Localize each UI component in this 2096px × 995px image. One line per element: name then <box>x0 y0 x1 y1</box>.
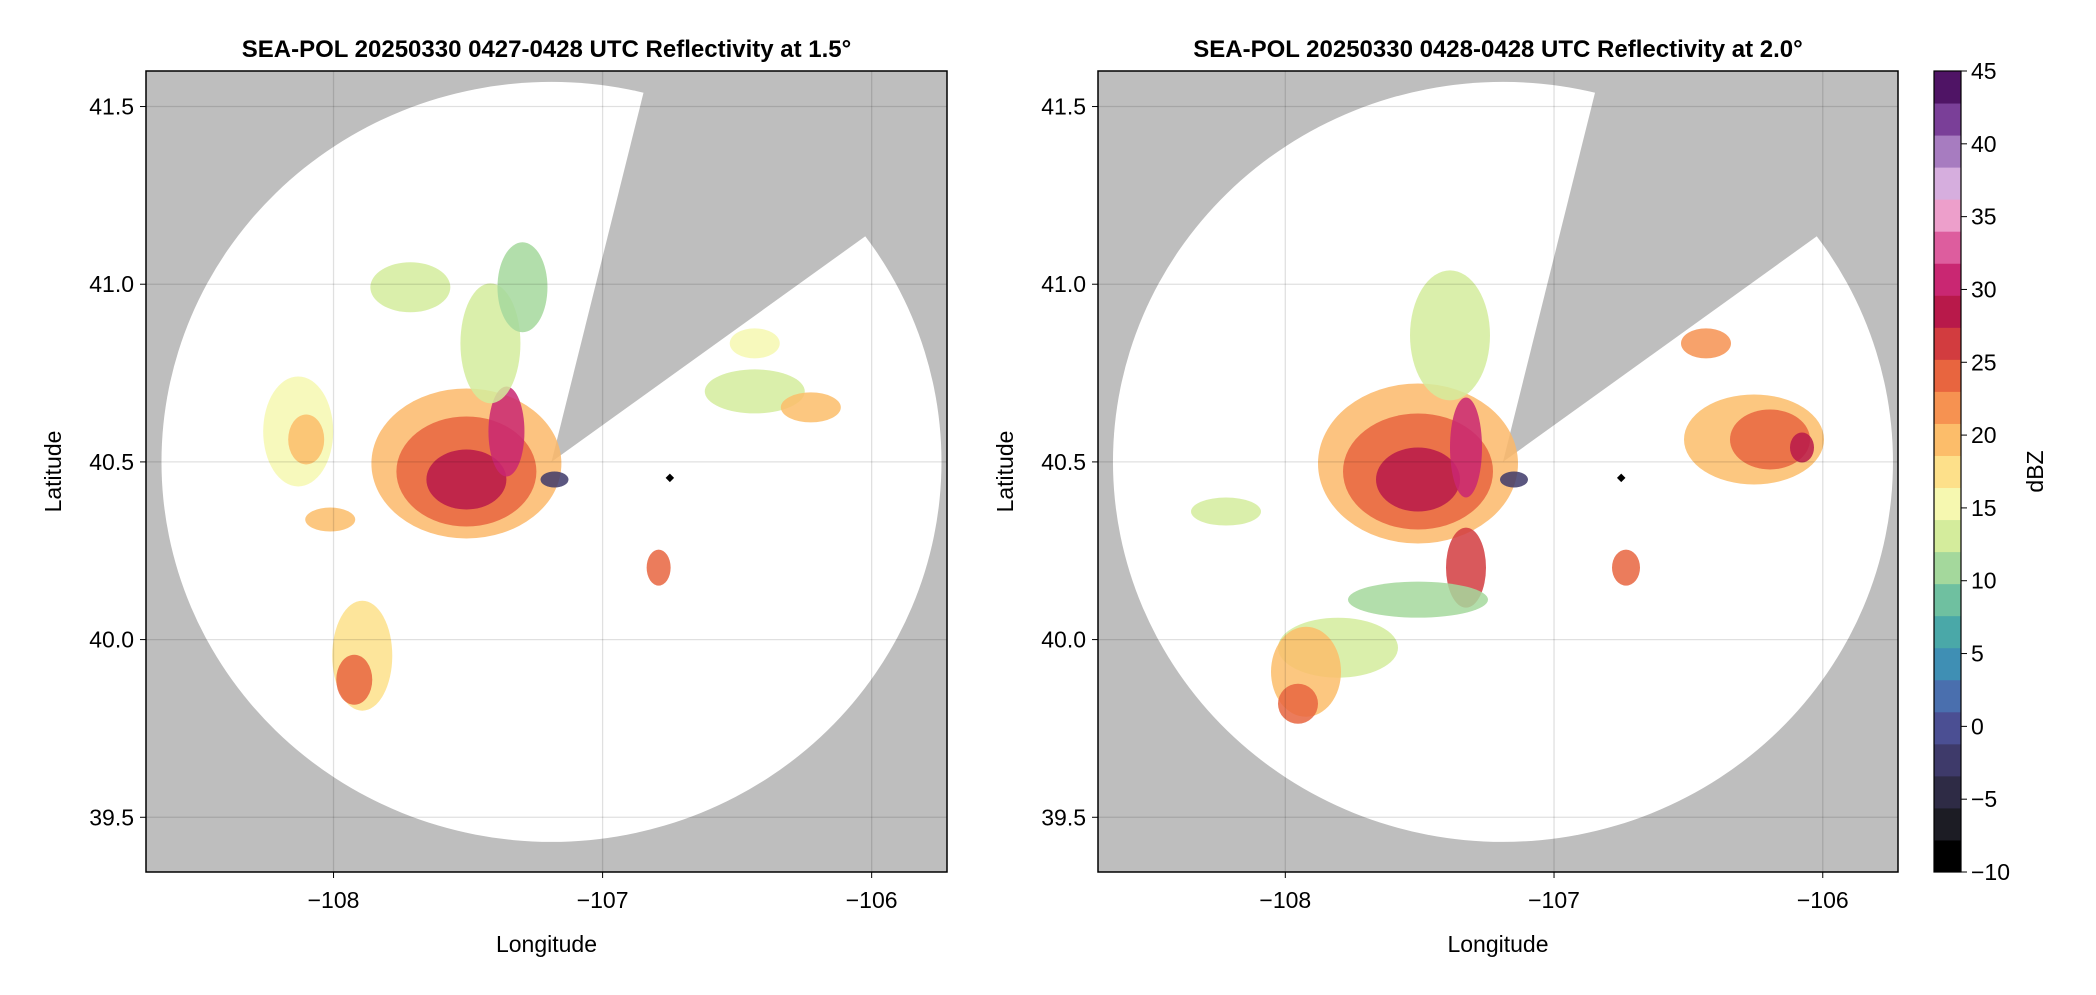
echo <box>1410 270 1490 401</box>
colorbar-segment <box>1934 583 1961 617</box>
panel: −108 −107 −106 39.5 40.0 40.5 41.0 41.5 SEA-POL … <box>40 36 948 957</box>
colorbar-segment <box>1934 231 1961 264</box>
colorbar-tick-label: −10 <box>1971 859 2010 885</box>
colorbar-segment <box>1934 551 1961 585</box>
colorbar-segment <box>1934 103 1961 136</box>
colorbar-segment <box>1934 135 1961 168</box>
echo <box>370 262 451 313</box>
colorbar-segment <box>1934 199 1961 232</box>
radar-site <box>1616 473 1626 483</box>
x-tick-label: −106 <box>846 887 898 913</box>
colorbar-segment <box>1934 359 1961 392</box>
colorbar-segment <box>1934 263 1961 296</box>
colorbar-segment <box>1934 615 1961 649</box>
echo <box>1790 432 1814 463</box>
echo <box>1348 581 1488 618</box>
echo <box>336 654 373 705</box>
colorbar-segment <box>1934 71 1961 104</box>
plot-area <box>146 71 947 872</box>
echo <box>1191 497 1261 526</box>
radar-site <box>665 473 675 483</box>
echo <box>1450 397 1482 498</box>
colorbar-segment <box>1934 807 1961 841</box>
x-tick-label: −107 <box>577 887 629 913</box>
colorbar-segment <box>1934 327 1961 360</box>
colorbar-segment <box>1934 487 1961 521</box>
echo <box>305 507 356 532</box>
colorbar-tick-label: 15 <box>1971 495 1997 521</box>
colorbar-segment <box>1934 295 1961 328</box>
echo <box>1612 549 1640 586</box>
axes-frame <box>145 70 948 873</box>
colorbar-label: dBZ <box>2022 450 2048 492</box>
y-tick-label: 41.0 <box>1041 271 1086 297</box>
y-tick-label: 40.5 <box>1041 449 1086 475</box>
colorbar-tick-label: 20 <box>1971 422 1997 448</box>
y-tick-label: 40.0 <box>89 627 134 653</box>
y-tick-label: 40.0 <box>1041 627 1086 653</box>
colorbar-segment <box>1934 455 1961 489</box>
colorbar-segment <box>1934 679 1961 713</box>
panel: −108 −107 −106 39.5 40.0 40.5 41.0 41.5 SEA-POL … <box>992 36 1899 957</box>
colorbar-tick-label: 0 <box>1971 713 1984 739</box>
colorbar-tick-label: 45 <box>1971 58 1997 84</box>
blocked-sector <box>551 71 947 462</box>
colorbar-tick-label: 25 <box>1971 349 1997 375</box>
y-tick-label: 41.5 <box>89 94 134 120</box>
colorbar-segment <box>1934 711 1961 745</box>
y-tick-label: 41.5 <box>1041 94 1086 120</box>
blocked-sector <box>1502 71 1898 462</box>
echo <box>488 386 525 477</box>
axes-frame <box>1097 70 1899 873</box>
y-tick-label: 40.5 <box>89 449 134 475</box>
echo <box>1376 447 1460 512</box>
colorbar-segment <box>1934 775 1961 809</box>
colorbar-segment <box>1934 391 1961 424</box>
y-axis-label: Latitude <box>40 431 66 513</box>
colorbar-segment <box>1934 743 1961 777</box>
echo <box>288 414 325 465</box>
echo <box>426 449 507 510</box>
chart-title: SEA-POL 20250330 0428-0428 UTC Reflectiv… <box>1193 36 1802 63</box>
colorbar-tick-label: 35 <box>1971 204 1997 230</box>
x-tick-label: −107 <box>1528 887 1580 913</box>
x-tick-label: −108 <box>308 887 360 913</box>
y-axis-label: Latitude <box>992 431 1018 513</box>
echo <box>729 328 780 359</box>
x-tick-label: −108 <box>1259 887 1311 913</box>
colorbar-segment <box>1934 647 1961 681</box>
x-axis-label: Longitude <box>1447 931 1548 957</box>
y-tick-label: 41.0 <box>89 271 134 297</box>
colorbar-tick-label: −5 <box>1971 786 1997 812</box>
colorbar-segment <box>1934 167 1961 200</box>
x-axis-label: Longitude <box>496 931 597 957</box>
echo <box>497 242 548 333</box>
colorbar-tick-label: 5 <box>1971 641 1984 667</box>
plot-area <box>1098 71 1898 872</box>
colorbar-tick-label: 40 <box>1971 131 1997 157</box>
y-tick-label: 39.5 <box>1041 804 1086 830</box>
colorbar-tick-label: 30 <box>1971 276 1997 302</box>
chart-title: SEA-POL 20250330 0427-0428 UTC Reflectiv… <box>242 36 851 63</box>
echo <box>540 471 569 488</box>
colorbar-segment <box>1934 519 1961 553</box>
colorbar-segment <box>1934 423 1961 456</box>
colorbar-tick-label: 10 <box>1971 568 1997 594</box>
echo <box>1278 683 1318 724</box>
echo <box>1681 328 1731 359</box>
echo <box>780 392 841 423</box>
x-tick-label: −106 <box>1797 887 1849 913</box>
y-tick-label: 39.5 <box>89 804 134 830</box>
colorbar-frame <box>1933 70 1962 873</box>
echo <box>1730 409 1810 470</box>
echo <box>704 369 805 414</box>
echo <box>646 549 671 586</box>
echo <box>1500 471 1528 488</box>
colorbar-segment <box>1934 839 1961 873</box>
